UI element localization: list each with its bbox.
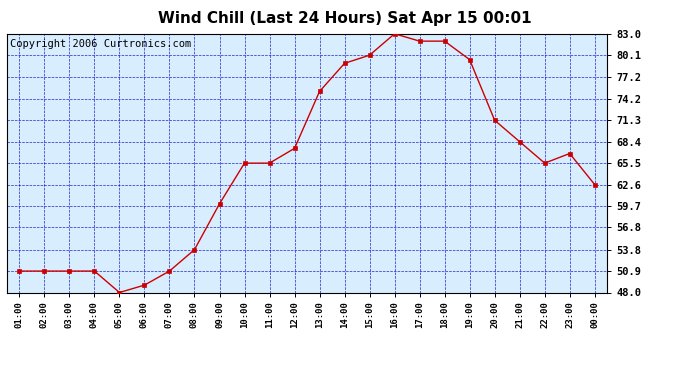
- Text: Wind Chill (Last 24 Hours) Sat Apr 15 00:01: Wind Chill (Last 24 Hours) Sat Apr 15 00…: [158, 11, 532, 26]
- Text: Copyright 2006 Curtronics.com: Copyright 2006 Curtronics.com: [10, 39, 191, 49]
